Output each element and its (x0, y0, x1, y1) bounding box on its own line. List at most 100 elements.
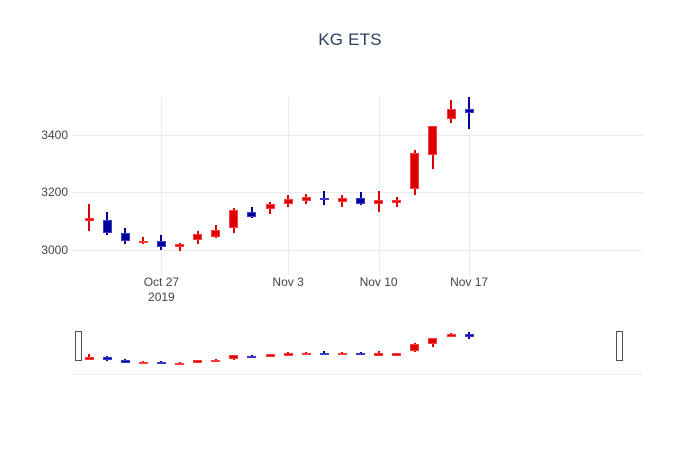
candlestick[interactable] (229, 97, 239, 270)
candlestick-body (138, 240, 148, 244)
candlestick-body (410, 343, 420, 352)
candlestick[interactable] (392, 97, 402, 270)
candlestick-wick (88, 354, 90, 360)
y-axis: 3000 3200 3400 (3, 97, 68, 270)
candlestick[interactable] (319, 322, 329, 374)
y-gridline (73, 249, 643, 251)
x-axis-tick-label: Nov 3 (272, 275, 304, 289)
range-slider-right-handle[interactable] (616, 331, 623, 361)
candlestick[interactable] (138, 97, 148, 270)
candlestick[interactable] (120, 322, 130, 374)
candlestick[interactable] (193, 97, 203, 270)
candlestick-body (392, 200, 402, 203)
candlestick-body (356, 352, 365, 356)
candlestick[interactable] (410, 97, 420, 270)
candlestick-body (193, 360, 203, 363)
x-gridline (288, 97, 290, 270)
candlestick-body (120, 360, 130, 363)
y-gridline (73, 134, 643, 136)
candlestick[interactable] (247, 322, 257, 374)
range-slider-plot[interactable] (73, 322, 643, 374)
candlestick[interactable] (337, 322, 347, 374)
candlestick[interactable] (84, 97, 94, 270)
candlestick-body (229, 355, 239, 360)
x-gridline (378, 97, 380, 270)
candlestick-wick (88, 203, 90, 232)
candlestick-body (283, 353, 293, 356)
range-slider[interactable] (73, 322, 643, 375)
candlestick-wick (468, 97, 471, 129)
candlestick-wick (323, 190, 326, 206)
range-slider-baseline (73, 374, 643, 375)
candlestick[interactable] (337, 97, 347, 270)
candlestick-body (374, 353, 384, 356)
candlestick[interactable] (265, 322, 275, 374)
candlestick[interactable] (156, 97, 166, 270)
candlestick[interactable] (428, 97, 438, 270)
candlestick[interactable] (156, 322, 166, 374)
x-axis-tick-label: Oct 27 2019 (143, 275, 180, 304)
x-gridline (161, 97, 163, 270)
candlestick-body (301, 352, 311, 356)
candlestick-wick (142, 361, 145, 363)
candlestick-body (175, 362, 184, 365)
x-axis-tick-mark (469, 270, 471, 275)
x-axis-tick-mark (378, 270, 380, 275)
candlestick-body (84, 357, 94, 360)
candlestick-body (337, 197, 347, 203)
candlestick[interactable] (301, 97, 311, 270)
candlestick[interactable] (265, 97, 275, 270)
candlestick[interactable] (410, 322, 420, 374)
candlestick[interactable] (319, 97, 329, 270)
candlestick[interactable] (283, 322, 293, 374)
candlestick[interactable] (193, 322, 203, 374)
candlestick[interactable] (392, 322, 402, 374)
candlestick[interactable] (301, 322, 311, 374)
y-axis-tick-label: 3000 (41, 242, 68, 257)
candlestick-body (428, 338, 438, 344)
x-axis-tick-label: Nov 17 (450, 275, 489, 289)
range-slider-left-handle[interactable] (75, 331, 82, 361)
candlestick[interactable] (120, 97, 130, 270)
candlestick-body (374, 200, 384, 204)
x-axis-tick-mark (288, 270, 290, 275)
candlestick[interactable] (356, 322, 365, 374)
candlestick[interactable] (138, 322, 148, 374)
candlestick[interactable] (211, 97, 221, 270)
candlestick[interactable] (175, 322, 184, 374)
candlestick[interactable] (374, 322, 384, 374)
y-axis-tick-label: 3200 (41, 185, 68, 200)
candlestick-body (102, 219, 112, 233)
candlestick[interactable] (102, 97, 112, 270)
candlestick[interactable] (102, 322, 112, 374)
candlestick-wick (250, 354, 253, 358)
plot-area[interactable] (73, 97, 643, 270)
candlestick[interactable] (211, 322, 221, 374)
candlestick[interactable] (446, 97, 456, 270)
candlestick[interactable] (464, 322, 474, 374)
candlestick[interactable] (464, 97, 474, 270)
x-axis-tick-mark (161, 270, 163, 275)
candlestick-body (211, 359, 221, 362)
candlestick-body (211, 229, 221, 237)
candlestick-body (301, 196, 311, 201)
candlestick[interactable] (283, 97, 293, 270)
candlestick-body (446, 334, 456, 337)
candlestick[interactable] (428, 322, 438, 374)
candlestick-body (283, 199, 293, 204)
candlestick[interactable] (84, 322, 94, 374)
candlestick[interactable] (247, 97, 257, 270)
candlestick-body (102, 357, 112, 361)
candlestick[interactable] (229, 322, 239, 374)
candlestick-body (464, 108, 474, 113)
candlestick[interactable] (446, 322, 456, 374)
candlestick[interactable] (374, 97, 384, 270)
candlestick-body (464, 334, 474, 337)
candlestick[interactable] (356, 97, 365, 270)
candlestick-body (356, 197, 365, 204)
x-axis-tick-label: Nov 10 (359, 275, 398, 289)
x-axis: Oct 27 2019 Nov 3 Nov 10 Nov 17 (73, 270, 643, 315)
candlestick-body (175, 244, 184, 247)
candlestick[interactable] (175, 97, 184, 270)
